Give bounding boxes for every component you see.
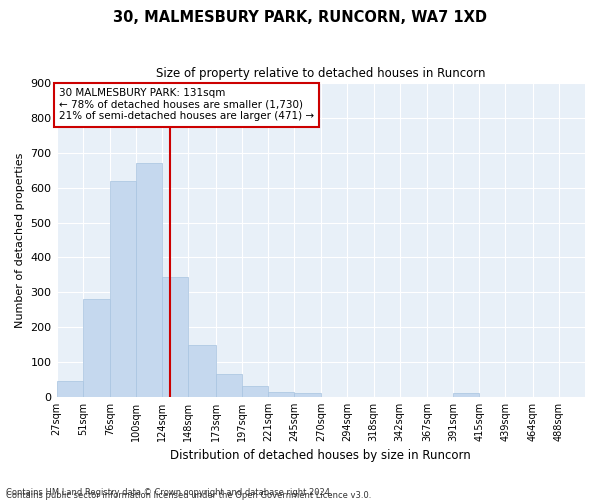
X-axis label: Distribution of detached houses by size in Runcorn: Distribution of detached houses by size … xyxy=(170,450,471,462)
Bar xyxy=(268,392,294,397)
Bar xyxy=(453,394,479,397)
Bar xyxy=(294,394,322,397)
Y-axis label: Number of detached properties: Number of detached properties xyxy=(15,152,25,328)
Bar xyxy=(56,381,83,397)
Bar xyxy=(83,300,110,397)
Bar xyxy=(188,346,215,397)
Bar xyxy=(136,164,162,397)
Text: Contains HM Land Registry data © Crown copyright and database right 2024.: Contains HM Land Registry data © Crown c… xyxy=(6,488,332,497)
Bar xyxy=(242,386,268,397)
Bar xyxy=(162,276,188,397)
Text: 30, MALMESBURY PARK, RUNCORN, WA7 1XD: 30, MALMESBURY PARK, RUNCORN, WA7 1XD xyxy=(113,10,487,25)
Title: Size of property relative to detached houses in Runcorn: Size of property relative to detached ho… xyxy=(156,68,485,80)
Text: 30 MALMESBURY PARK: 131sqm
← 78% of detached houses are smaller (1,730)
21% of s: 30 MALMESBURY PARK: 131sqm ← 78% of deta… xyxy=(59,88,314,122)
Bar xyxy=(215,374,242,397)
Bar xyxy=(110,180,136,397)
Text: Contains public sector information licensed under the Open Government Licence v3: Contains public sector information licen… xyxy=(6,490,371,500)
